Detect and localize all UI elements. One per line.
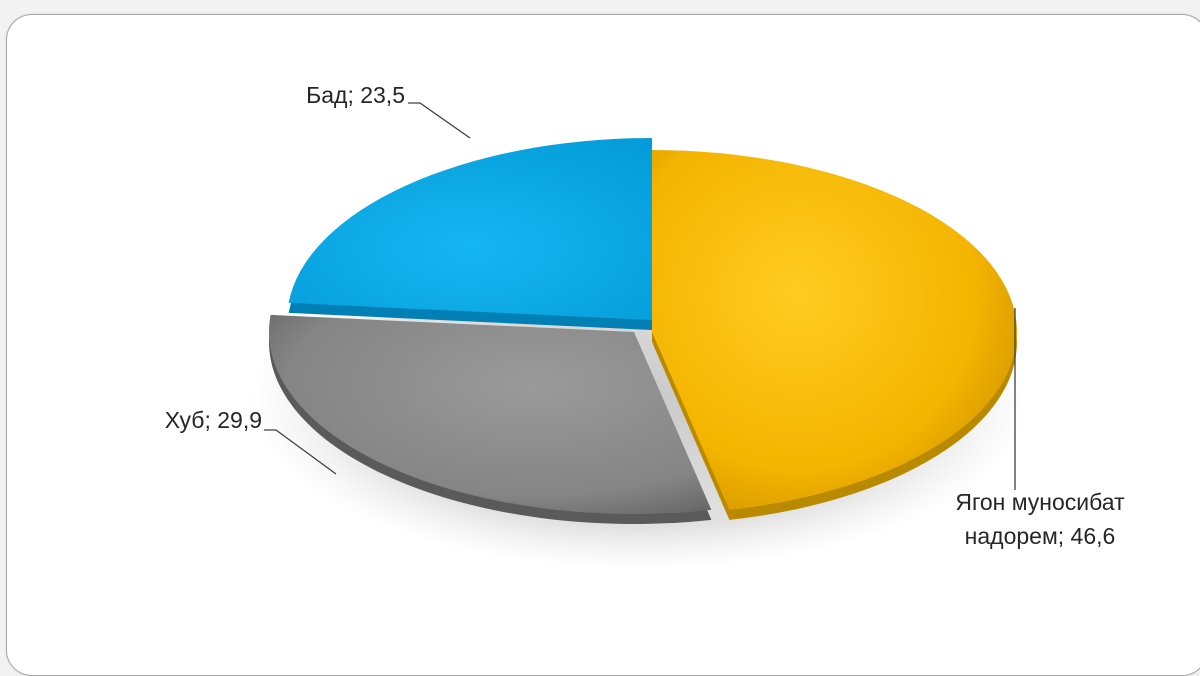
data-label-line: Хуб; 29,9 [165,407,262,433]
data-label-line: Ягон муносибат [955,489,1125,515]
pie-slice-3 [288,138,652,330]
pie-slice-1 [652,150,1018,520]
data-label-3: Бад; 23,5 [306,82,405,108]
pie-slice-top-2 [268,314,712,514]
data-label-1: Ягон муносибат надорем; 46,6 [955,489,1125,549]
pie-chart: Ягон муносибат надорем; 46,6 Хуб; 29,9 Бад;… [165,82,1125,570]
pie-slice-2 [268,314,712,524]
pie-slice-top-1 [652,150,1018,510]
leader-line-2 [264,429,337,475]
data-label-line: надорем; 46,6 [965,523,1116,549]
pie-slice-top-3 [288,138,652,320]
data-label-line: Бад; 23,5 [306,82,405,108]
leader-line-3 [408,102,471,139]
data-label-2: Хуб; 29,9 [165,407,262,433]
